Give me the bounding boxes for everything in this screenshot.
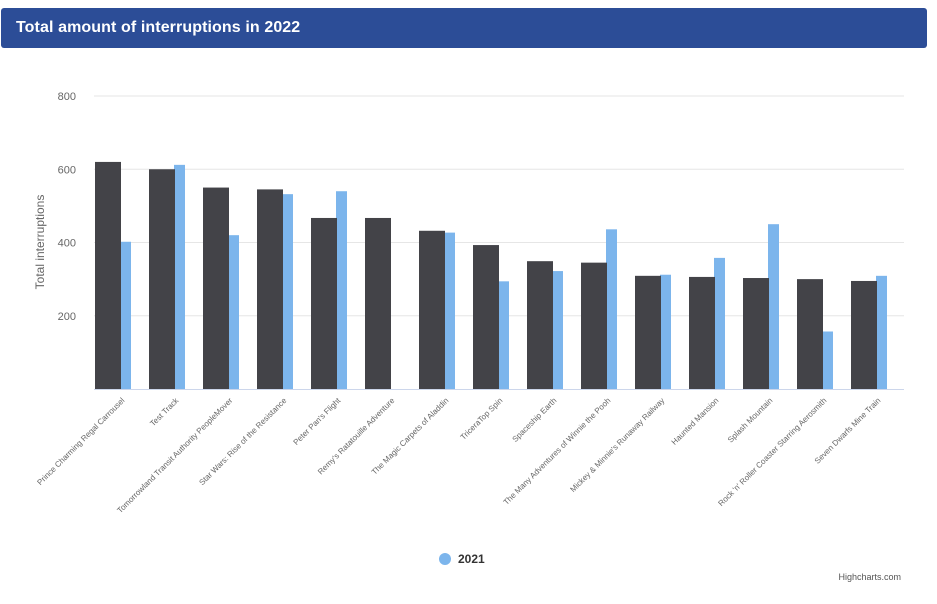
bar-2021: [876, 275, 887, 389]
bar-2022: [149, 169, 175, 389]
bar-2022: [743, 278, 769, 389]
bar-2022: [257, 189, 283, 389]
bar-2021: [768, 224, 779, 389]
x-tick-label: Rock 'n' Roller Coaster Starring Aerosmi…: [716, 396, 828, 508]
bar-2022: [851, 280, 877, 389]
x-tick-label: Tomorrowland Transit Authority PeopleMov…: [115, 396, 234, 515]
bar-2021: [174, 164, 185, 389]
bar-2021: [498, 281, 509, 389]
bar-2021: [552, 271, 563, 389]
legend[interactable]: 2021: [439, 550, 485, 568]
bar-2022: [689, 276, 715, 389]
chart-title: Total amount of interruptions in 2022: [16, 19, 301, 36]
bar-2021: [822, 331, 833, 389]
bar-2022: [635, 275, 661, 389]
y-tick-label: 800: [58, 91, 76, 103]
y-axis-title: Total interruptions: [33, 195, 47, 290]
y-tick-label: 600: [58, 164, 76, 176]
x-tick-label: The Many Adventures of Winnie the Pooh: [502, 396, 613, 507]
bar-2021: [444, 232, 455, 389]
bar-2022: [203, 187, 229, 389]
legend-marker-2021: [439, 553, 451, 565]
bar-2022: [365, 217, 391, 389]
bar-2021: [228, 235, 239, 389]
bar-2022: [419, 230, 445, 389]
x-tick-label: Test Track: [148, 395, 181, 428]
bar-2022: [527, 261, 553, 389]
y-tick-label: 200: [58, 311, 76, 323]
x-tick-label: Haunted Mansion: [670, 396, 721, 447]
bar-2022: [797, 279, 823, 389]
x-tick-label: Prince Charming Regal Carrousel: [35, 396, 126, 487]
x-tick-label: Peter Pan's Flight: [292, 396, 343, 447]
bar-2021: [714, 257, 725, 389]
x-tick-label: Star Wars: Rise of the Resistance: [197, 396, 288, 487]
y-tick-label: 400: [58, 238, 76, 250]
bar-2022: [311, 217, 337, 389]
legend-label-2021: 2021: [458, 552, 485, 566]
credits-link[interactable]: Highcharts.com: [838, 572, 901, 582]
bar-2021: [606, 229, 617, 389]
bar-2021: [660, 274, 671, 389]
bar-2021: [120, 241, 131, 389]
bar-2022: [95, 161, 121, 389]
x-tick-label: Spaceship Earth: [511, 396, 559, 444]
bar-2021: [282, 194, 293, 389]
bar-2022: [473, 245, 499, 389]
x-tick-label: Splash Mountain: [726, 396, 775, 445]
x-tick-label: Mickey & Minnie's Runaway Railway: [568, 396, 666, 494]
bar-2021: [336, 191, 347, 389]
bar-2022: [581, 262, 607, 389]
chart-header: Total amount of interruptions in 2022: [1, 8, 927, 48]
x-tick-label: TriceraTop Spin: [459, 396, 505, 442]
